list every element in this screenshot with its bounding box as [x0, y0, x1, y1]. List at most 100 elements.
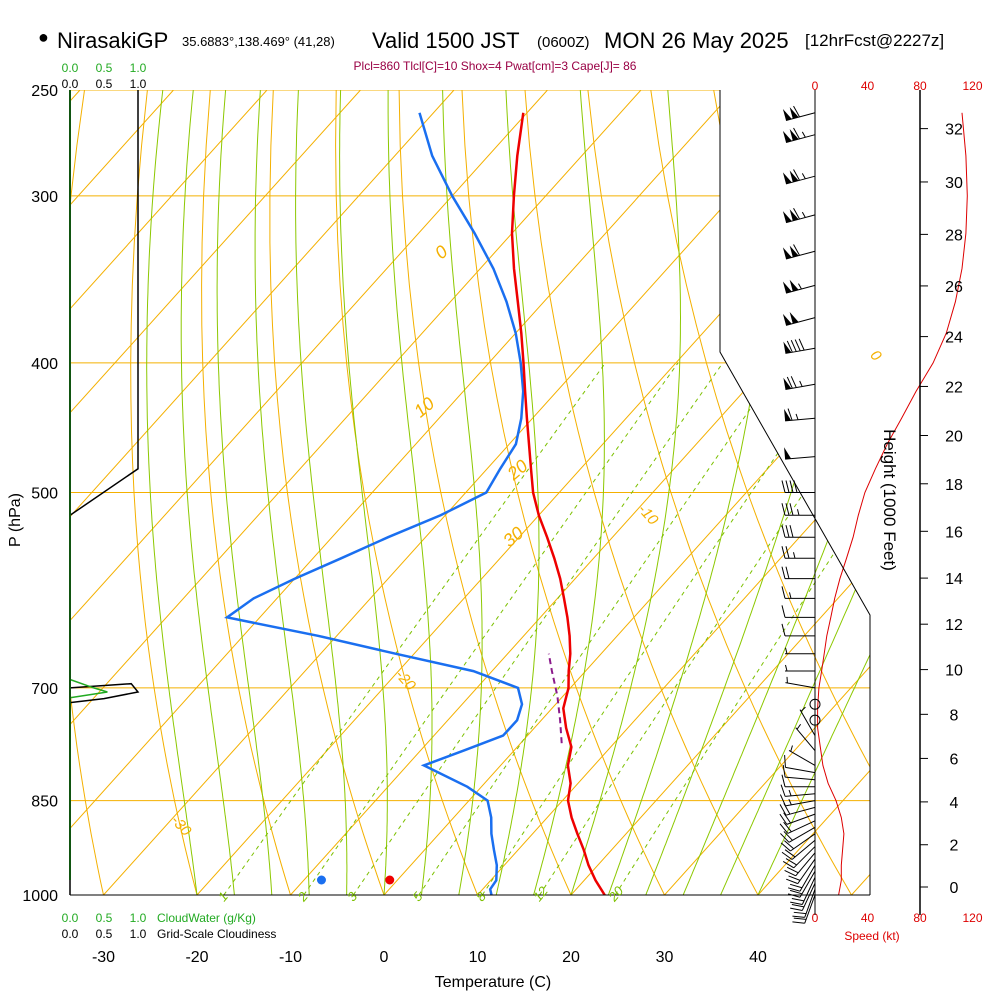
barb-full [786, 866, 799, 874]
wind-barb [783, 376, 816, 391]
cloudiness-tick-top: 0.0 [62, 77, 79, 91]
barb-full [788, 875, 801, 881]
dry-adiabat-label: 10 [410, 393, 438, 421]
barb-half [797, 509, 800, 516]
barb-full [784, 755, 786, 768]
barb-half [800, 706, 806, 712]
barb-full [794, 339, 801, 352]
cloud-water-tick-bottom: 0.0 [62, 911, 79, 925]
station-dot-icon: ● [38, 27, 49, 47]
barb-full [781, 623, 786, 636]
wind-barb [781, 546, 815, 559]
isotherm-line [70, 90, 548, 895]
barb-pennant [783, 341, 792, 354]
dry-adiabat-line [461, 90, 665, 895]
speed-tick-top: 80 [913, 79, 927, 93]
height-tick-label: 24 [945, 330, 963, 347]
barb-full [793, 917, 807, 920]
mixing-ratio-label: 1 [215, 889, 231, 904]
cloud-water-tick-bottom: 1.0 [130, 911, 147, 925]
barb-full [781, 480, 786, 493]
barb-staff [790, 833, 816, 852]
isotherm-label: -10 [634, 501, 662, 529]
barb-full [790, 901, 803, 905]
temperature-tick-label: 10 [469, 949, 487, 966]
speed-axis-title: Speed (kt) [844, 929, 899, 943]
barb-full [793, 127, 800, 140]
dry-adiabat-line [130, 90, 198, 895]
barb-full [789, 883, 803, 889]
barb-pennant [782, 108, 792, 121]
pressure-tick-label: 400 [31, 356, 58, 373]
wind-barb [795, 723, 816, 752]
barb-half [788, 789, 792, 797]
barb-full [781, 774, 786, 787]
barb-full [793, 480, 798, 493]
barb-staff [787, 820, 816, 834]
barb-staff [795, 852, 816, 877]
wind-barb [785, 664, 815, 672]
barb-staff [785, 766, 816, 774]
barb-full [779, 823, 789, 834]
wind-barb [782, 846, 816, 869]
moist-adiabat-line [495, 90, 540, 895]
wind-barb [780, 826, 816, 843]
barb-full [781, 566, 786, 579]
isotherm-line [383, 90, 870, 895]
temperature-tick-label: -30 [92, 949, 115, 966]
dry-adiabat-line [335, 90, 478, 895]
cloudiness-tick-top: 1.0 [130, 77, 147, 91]
wind-barb [799, 706, 816, 736]
barb-full [780, 842, 791, 852]
barb-full [786, 340, 793, 353]
wind-barb [782, 169, 816, 185]
wind-barb [781, 623, 815, 637]
wind-barb [786, 858, 816, 885]
wind-barb [782, 207, 816, 224]
mixing-ratio-line [223, 362, 606, 895]
moist-adiabat-line [533, 90, 605, 895]
isotherm-label: 0 [866, 347, 885, 365]
barb-half [801, 173, 806, 180]
barb-full [790, 907, 803, 911]
height-tick-label: 32 [945, 122, 963, 139]
cloudiness-tick-bottom: 0.0 [62, 927, 79, 941]
wind-barb [784, 447, 816, 460]
station-name: NirasakiGP [57, 28, 169, 53]
barb-staff [785, 250, 816, 260]
barb-pennant [789, 170, 799, 183]
barb-half [801, 131, 806, 138]
height-tick-label: 18 [945, 477, 963, 494]
barb-staff [795, 727, 816, 752]
wind-barbs [779, 105, 821, 924]
isotherm-line [103, 90, 829, 895]
barb-full [780, 833, 790, 843]
height-axis-title: Height (1000 Feet) [880, 429, 899, 571]
cloud-water-tick-top: 0.0 [62, 61, 79, 75]
barb-full [785, 503, 790, 516]
barb-staff [804, 888, 816, 918]
station-coords: 35.6883°,138.469° (41,28) [182, 34, 335, 49]
barb-staff [786, 813, 816, 825]
barb-half [801, 211, 806, 218]
mixing-ratio-line [481, 362, 840, 895]
wind-barb [779, 812, 816, 825]
isotherm-line [851, 90, 870, 895]
wind-barb [781, 503, 815, 516]
cloud-water-tick-top: 0.5 [96, 61, 113, 75]
barb-full [783, 831, 793, 841]
wind-barb [782, 279, 816, 294]
barb-full [781, 525, 786, 538]
wind-barb [785, 647, 815, 655]
barb-full [787, 408, 793, 421]
barb-staff [785, 682, 816, 689]
barb-full [789, 525, 794, 538]
barb-full [786, 878, 798, 885]
height-tick-label: 30 [945, 175, 963, 192]
height-tick-label: 28 [945, 227, 963, 244]
cloudiness-tick-bottom: 0.5 [96, 927, 113, 941]
barb-full [782, 861, 795, 869]
height-tick-label: 8 [950, 707, 959, 724]
barb-full [781, 851, 793, 860]
